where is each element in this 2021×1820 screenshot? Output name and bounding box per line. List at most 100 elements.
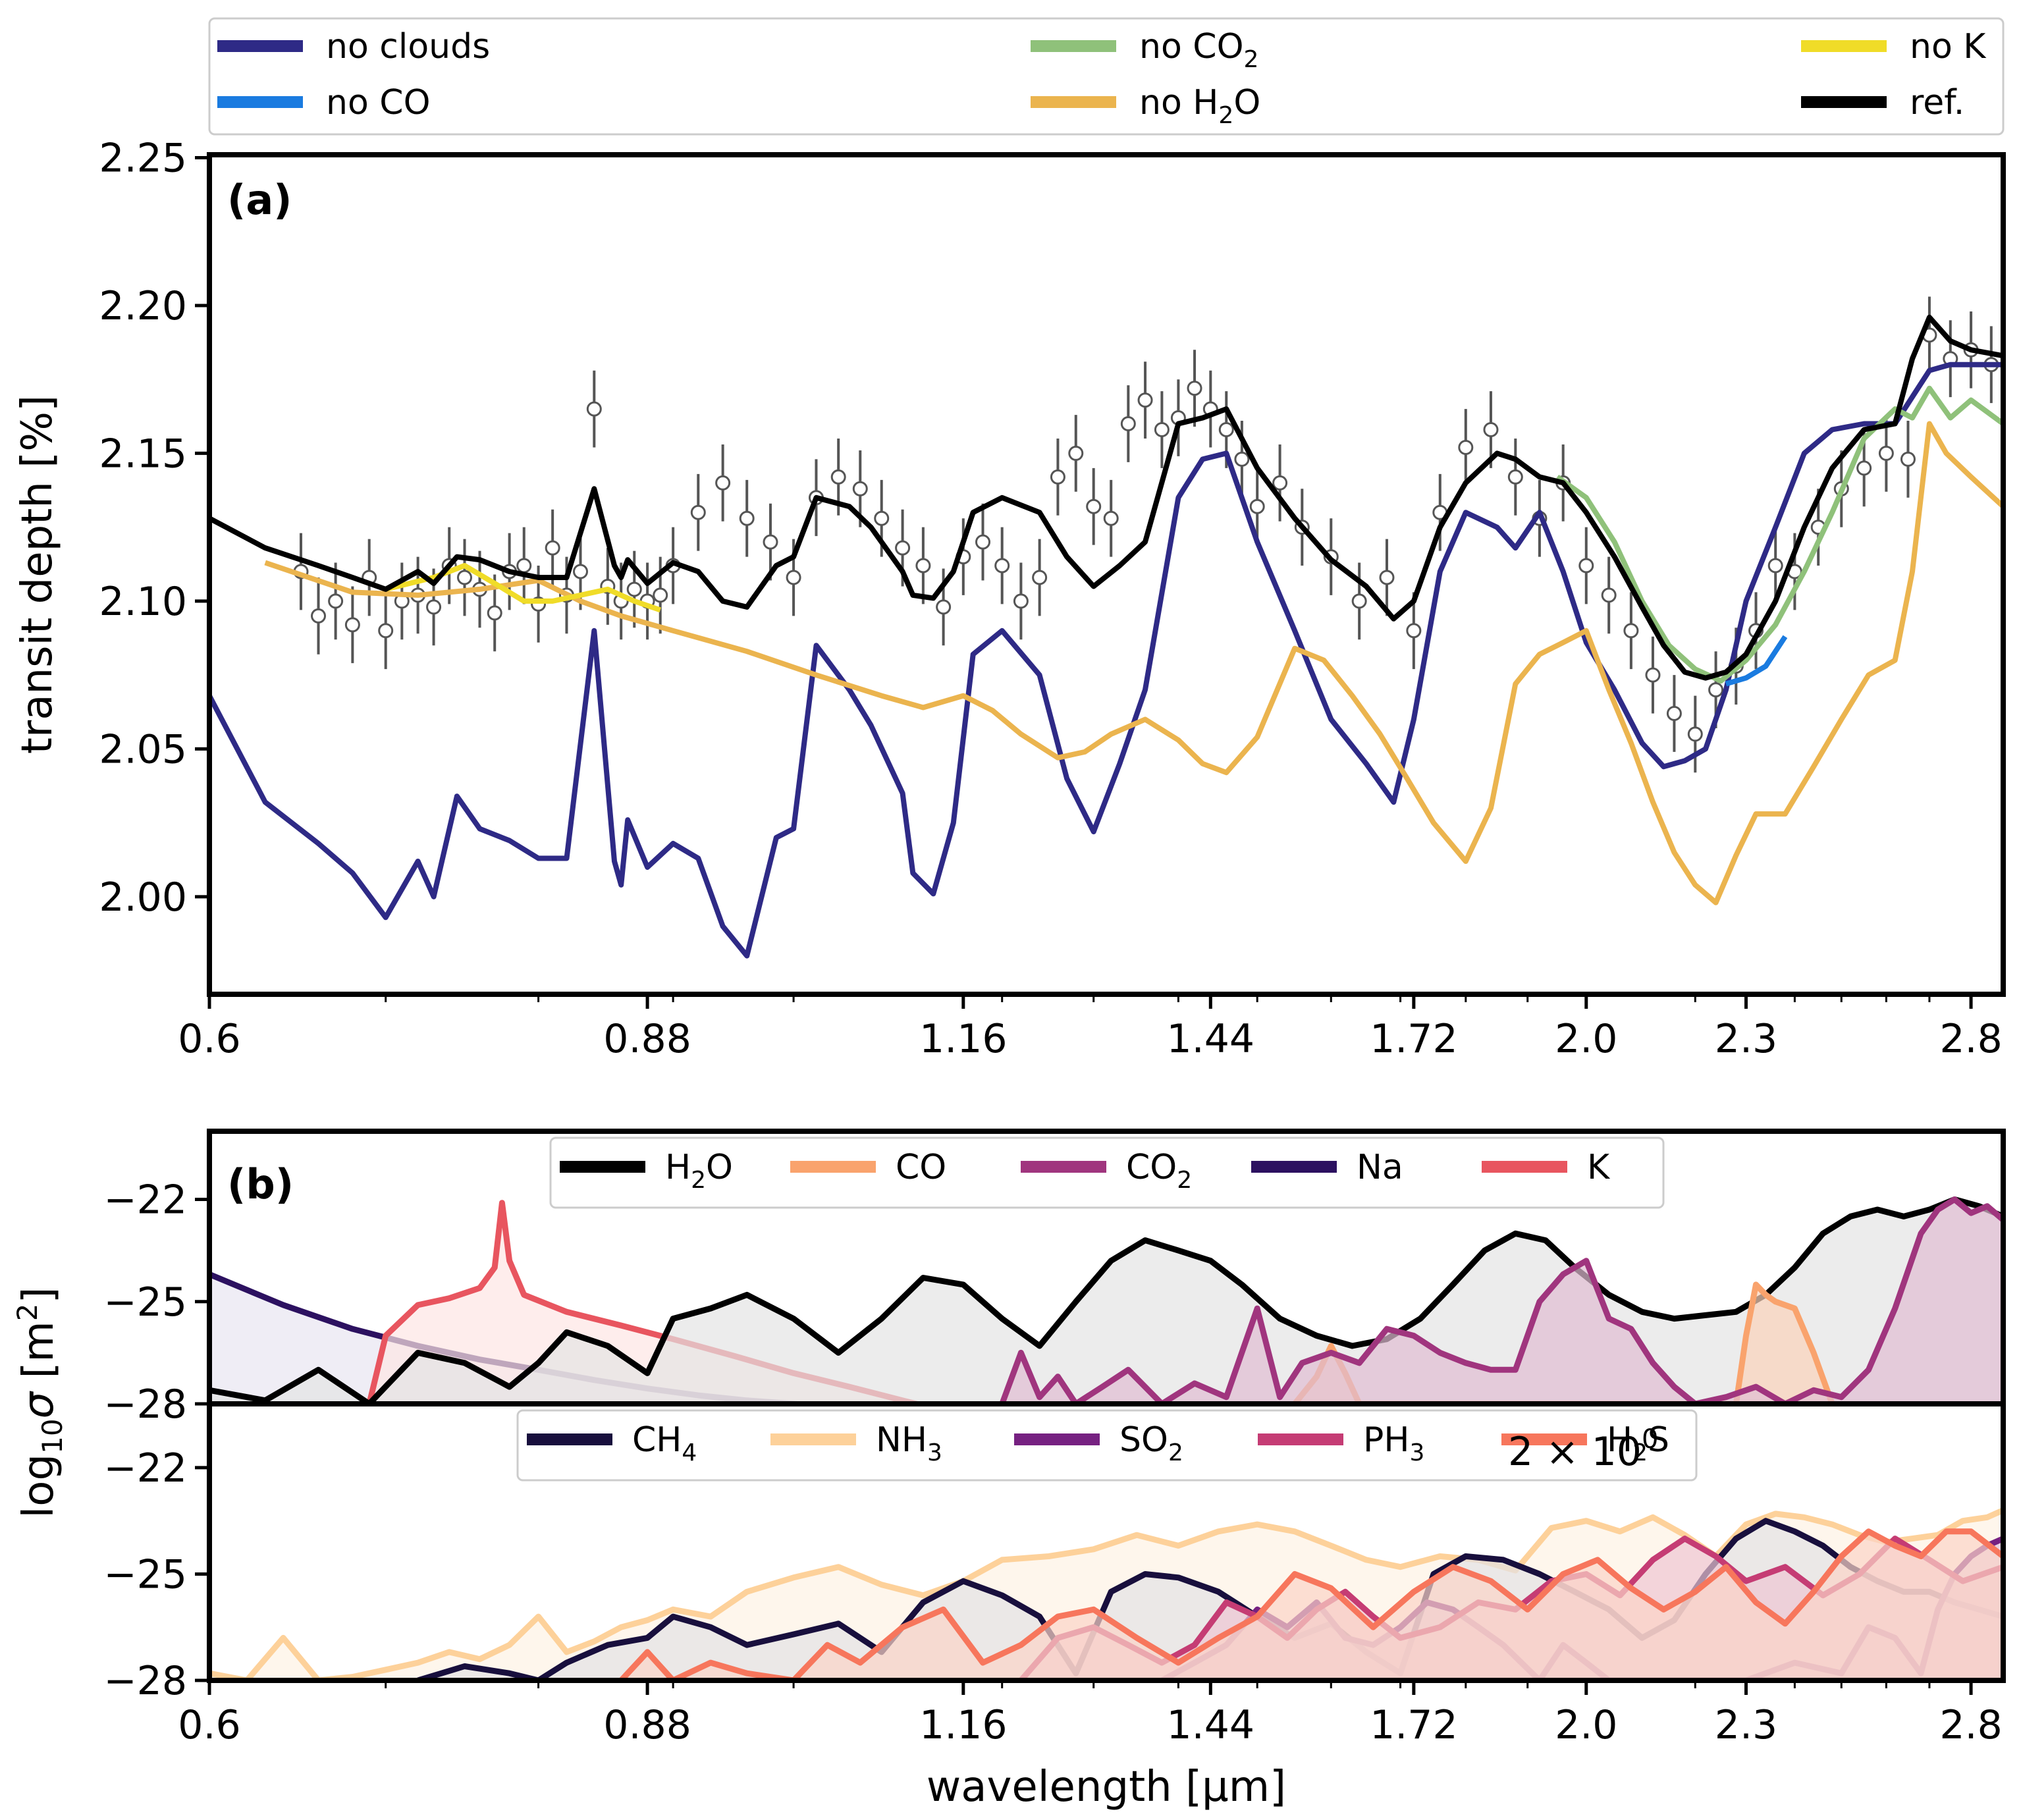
y-tick-label: 2.20 (99, 283, 187, 329)
legend-label: Na (1357, 1148, 1403, 1187)
data-point (1050, 469, 1065, 485)
y-axis-label: log10σ [m2] (11, 1287, 68, 1518)
x-tick-label: 0.6 (178, 1016, 240, 1062)
data-point (994, 558, 1010, 574)
x-tick-label: 1.16 (919, 1702, 1008, 1748)
data-point (1507, 469, 1523, 485)
x-tick-label: 2.8 (1939, 1016, 2002, 1062)
series-line-no-k (385, 563, 661, 613)
series-line-co (1292, 1281, 1835, 1404)
legend-box (208, 17, 2005, 136)
data-point (586, 401, 602, 417)
legend-label: K (1587, 1148, 1611, 1187)
legend-label: CO2 (1126, 1148, 1192, 1194)
legend-label: CO (896, 1148, 946, 1187)
x-tick-label: 2.8 (1939, 1702, 2002, 1748)
y-tick-label: 2.05 (99, 726, 187, 772)
data-point (830, 469, 846, 485)
data-point (936, 599, 952, 615)
series-line-nh3 (209, 1507, 2003, 1680)
plot-area-a (209, 296, 2003, 959)
series-line-no-h2o (264, 421, 2003, 905)
data-point (874, 510, 890, 526)
data-point (1032, 570, 1048, 585)
series-line-co2 (999, 1196, 2003, 1404)
y-tick-label: −28 (103, 1381, 187, 1428)
x-axis-label: wavelength [μm] (927, 1763, 1286, 1811)
data-point (1103, 510, 1119, 526)
data-point (739, 510, 755, 526)
data-point (915, 558, 931, 574)
data-point (1767, 558, 1783, 574)
y-tick-label: −28 (103, 1658, 187, 1704)
series-line-ref (209, 314, 2003, 681)
data-point (1406, 623, 1422, 639)
data-point (1154, 422, 1170, 438)
data-point (975, 534, 991, 550)
x-tick-label: 2.0 (1555, 1702, 1617, 1748)
data-point (1249, 498, 1265, 514)
series-line-no-co (1725, 635, 1788, 687)
x-tick-label: 2.3 (1715, 1702, 1777, 1748)
data-point (573, 564, 589, 579)
series-line-h2s (618, 1528, 2003, 1680)
legend-label: PH3 (1363, 1420, 1424, 1466)
data-point (487, 605, 502, 621)
legend-label: SO2 (1119, 1420, 1183, 1466)
data-point (328, 593, 344, 609)
y-tick-label: 2.25 (99, 135, 187, 181)
y-tick-label: −22 (103, 1177, 187, 1223)
data-point (1878, 445, 1894, 461)
panel-b: −22 −25 −28 H2O CO CO2 Na K −22 −25 −28 CH4 NH3 SO2 PH… (11, 1129, 2006, 1811)
legend-label: CH4 (632, 1420, 697, 1466)
series-line-h2o (209, 1196, 2003, 1404)
data-point (1120, 416, 1136, 432)
series-fill-co2 (1002, 1199, 2003, 1404)
panel-label: (a) (227, 176, 292, 224)
legend-label: no H2O (1139, 83, 1260, 129)
legend-label: H2S (1607, 1420, 1669, 1466)
data-point (1013, 593, 1029, 609)
data-point (426, 599, 442, 615)
data-point (1086, 498, 1102, 514)
legend-box (516, 1409, 1698, 1482)
legend-label: H2O (665, 1148, 733, 1194)
legend-label: no CO (326, 83, 431, 122)
data-point (895, 540, 911, 556)
series-line-no-co2 (1555, 385, 2003, 684)
x-tick-label: 2.3 (1715, 1016, 1777, 1062)
x-tick-label: 1.72 (1370, 1702, 1458, 1748)
data-point (1379, 570, 1395, 585)
data-point (378, 623, 394, 639)
x-tick-label: 1.44 (1167, 1702, 1255, 1748)
y-tick-label: −25 (103, 1551, 187, 1597)
data-point (1351, 593, 1367, 609)
panel-a: 2.00 2.05 2.10 2.15 2.20 2.25 0.6 0.88 1.16 1.44 1… (13, 17, 2006, 1062)
data-point (1856, 460, 1872, 476)
x-tick-label: 0.6 (178, 1702, 240, 1748)
y-tick-label: −25 (103, 1279, 187, 1325)
data-point (545, 540, 560, 556)
x-tick-label: 1.72 (1370, 1016, 1458, 1062)
x-tick-label: 2.0 (1555, 1016, 1617, 1062)
data-point (1623, 623, 1639, 639)
data-point (1137, 392, 1153, 408)
data-point (1458, 439, 1474, 455)
plot-area-b1 (209, 1196, 2003, 1404)
data-point (1578, 558, 1594, 574)
data-point (1272, 475, 1288, 491)
data-point (852, 481, 868, 496)
x-tick-label: 1.16 (919, 1016, 1008, 1062)
x-tick-label: 0.88 (603, 1016, 691, 1062)
legend-box (549, 1137, 1665, 1209)
data-point (786, 570, 801, 585)
overlap-tick-label: 2 × 100 (1508, 1424, 1658, 1475)
data-point (1687, 726, 1703, 742)
data-point (1708, 682, 1724, 698)
legend-b2: CH4 NH3 SO2 PH3 H2S (516, 1409, 1698, 1482)
panel-label: (b) (227, 1160, 294, 1208)
data-point (1234, 451, 1250, 467)
legend-label: NH3 (876, 1420, 942, 1466)
data-point (1068, 445, 1084, 461)
